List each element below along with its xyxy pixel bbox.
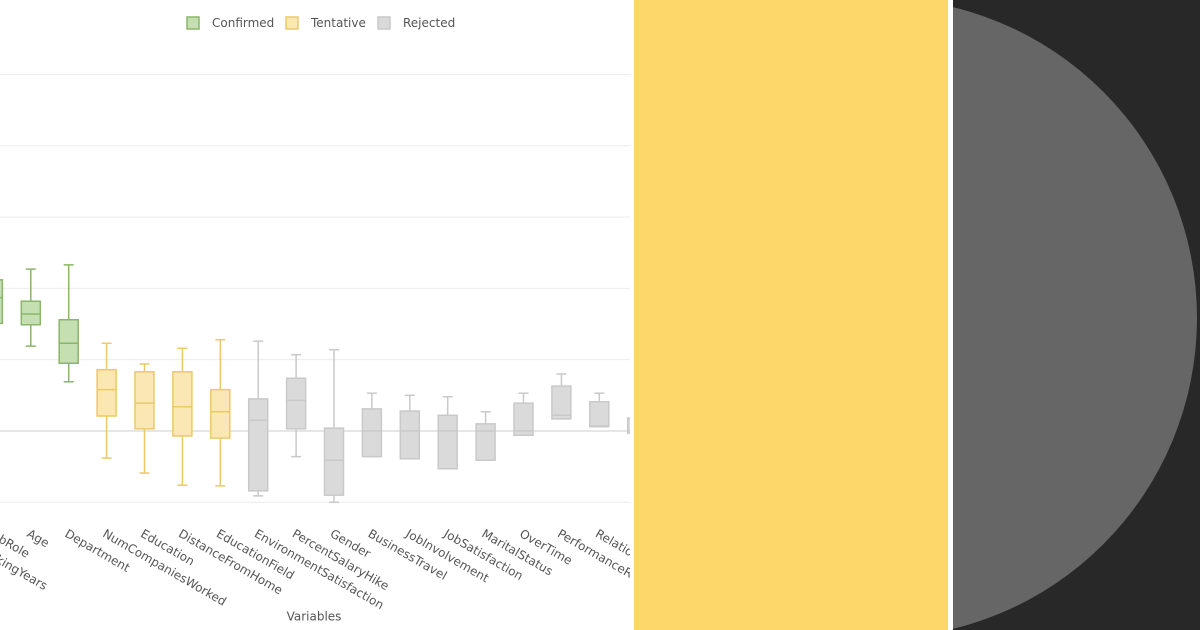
legend-swatch	[285, 16, 299, 30]
legend-label: Confirmed	[212, 16, 274, 30]
legend-label: Tentative	[310, 16, 366, 30]
box	[626, 417, 630, 434]
box	[96, 368, 117, 417]
box	[210, 388, 231, 439]
box	[399, 410, 421, 460]
box	[20, 300, 42, 326]
box	[551, 385, 572, 420]
legend-label: Rejected	[403, 16, 455, 30]
box	[475, 423, 496, 461]
x-axis-title: Variables	[287, 610, 342, 624]
box	[285, 377, 307, 430]
grey-circle	[953, 7, 1197, 629]
box	[437, 414, 458, 470]
box	[323, 427, 345, 496]
box	[247, 398, 269, 492]
box	[0, 279, 4, 325]
box	[134, 371, 155, 430]
box	[513, 402, 534, 437]
legend-swatch	[377, 16, 391, 30]
chart: Variables Confirmed Tentative RejectedTota…	[0, 16, 630, 624]
legend-swatch	[186, 16, 200, 30]
box	[589, 400, 610, 428]
box	[58, 319, 79, 364]
box	[361, 408, 383, 458]
yellow-panel	[634, 0, 948, 630]
box	[172, 371, 193, 437]
